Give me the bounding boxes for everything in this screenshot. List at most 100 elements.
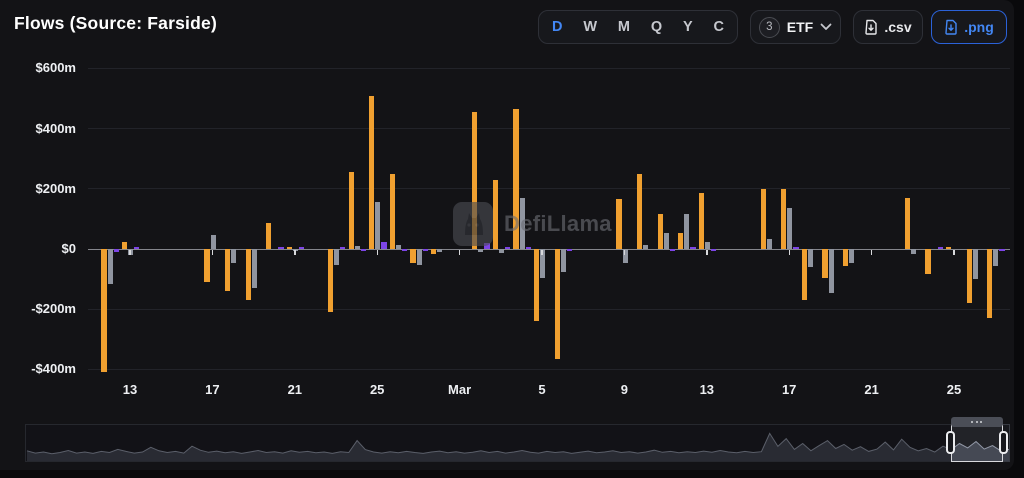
flow-bar-gray	[560, 249, 566, 272]
flow-bar-orange	[431, 249, 437, 254]
flow-bar-orange	[204, 249, 210, 283]
navigator-area-chart	[26, 432, 1009, 461]
flow-bar-purple	[299, 247, 305, 249]
flow-bar-orange	[698, 193, 704, 249]
flow-bar-gray	[849, 249, 855, 264]
flow-bar-gray	[354, 246, 360, 249]
flow-bar-orange	[101, 249, 107, 373]
x-tick-label: 13	[699, 382, 715, 397]
gridline	[88, 368, 1010, 370]
time-button-m[interactable]: M	[617, 19, 630, 35]
flow-bar-gray	[540, 249, 546, 278]
gridline	[88, 67, 1010, 69]
navigator-drag-handle[interactable]	[950, 417, 1004, 427]
navigator-right-handle[interactable]	[998, 431, 1008, 454]
navigator-selection-window[interactable]	[950, 424, 1004, 462]
flow-bar-purple	[937, 246, 943, 249]
etf-dropdown[interactable]: 3 ETF	[750, 10, 841, 44]
flow-bar-gray	[828, 249, 834, 293]
flow-bar-orange	[513, 109, 519, 249]
page-title: Flows (Source: Farside)	[14, 13, 217, 33]
time-button-y[interactable]: Y	[682, 19, 693, 35]
flow-bar-gray	[478, 249, 484, 252]
flow-bar-gray	[684, 214, 690, 249]
flow-bar-purple	[505, 247, 511, 249]
flow-bar-gray	[210, 234, 216, 249]
flow-bar-gray	[766, 238, 772, 249]
x-axis-tick	[870, 250, 873, 255]
flow-bar-orange	[472, 112, 478, 249]
flow-bar-orange	[678, 233, 684, 249]
flow-bar-gray	[395, 245, 402, 249]
flow-bar-orange	[492, 179, 498, 249]
time-button-d[interactable]: D	[552, 19, 563, 35]
gridline	[88, 188, 1010, 190]
navigator-track[interactable]	[25, 424, 1010, 462]
flow-bar-orange	[966, 249, 972, 303]
flow-bar-purple	[566, 249, 572, 252]
x-axis-tick	[376, 250, 378, 255]
flow-bar-gray	[972, 249, 978, 279]
flow-bar-purple	[381, 242, 387, 249]
flow-bar-orange	[534, 249, 540, 322]
flow-bar-gray	[231, 249, 237, 264]
y-tick-label: $200m	[35, 180, 76, 196]
flow-bar-gray	[622, 249, 628, 263]
y-tick-label: $400m	[35, 120, 76, 136]
flow-bar-orange	[946, 246, 952, 249]
x-axis-tick	[294, 250, 296, 255]
x-axis-tick	[211, 250, 214, 255]
flow-bar-gray	[807, 249, 814, 268]
flow-bar-orange	[904, 197, 910, 249]
file-download-icon	[945, 19, 957, 35]
flow-bar-orange	[122, 242, 128, 249]
flow-bar-purple	[113, 249, 119, 252]
flow-bar-orange	[781, 188, 787, 249]
flow-bar-orange	[389, 173, 395, 250]
etf-count-badge: 3	[758, 16, 780, 38]
flow-bar-purple	[793, 246, 799, 249]
flow-bar-purple	[711, 249, 717, 251]
time-button-w[interactable]: W	[583, 19, 598, 35]
flow-bar-orange	[801, 249, 807, 301]
flow-bar-orange	[369, 95, 375, 249]
flow-bar-gray	[437, 249, 443, 252]
x-tick-label: 21	[287, 382, 303, 397]
flow-bar-orange	[286, 247, 292, 249]
x-tick-label: 17	[781, 382, 797, 397]
download-png-button[interactable]: .png	[931, 10, 1007, 44]
flow-bar-purple	[484, 243, 490, 249]
zero-axis-line	[88, 248, 1010, 250]
x-axis-tick	[541, 250, 543, 255]
flow-bar-purple	[134, 247, 140, 249]
navigator-dim-region	[25, 424, 951, 462]
flow-bar-orange	[554, 249, 560, 359]
x-tick-label: 17	[205, 382, 220, 397]
flow-bar-orange	[328, 249, 334, 313]
flow-bar-orange	[822, 249, 828, 278]
flow-bar-purple	[690, 247, 696, 249]
time-range-group: D W M Q Y C	[538, 10, 738, 44]
x-tick-label: 13	[122, 382, 138, 397]
x-tick-label: 9	[620, 382, 628, 397]
flow-bar-orange	[266, 222, 272, 249]
flow-bar-orange	[657, 214, 663, 249]
flow-bar-orange	[225, 249, 231, 292]
flow-bar-orange	[637, 173, 643, 250]
flow-bar-gray	[519, 198, 525, 249]
time-button-c[interactable]: C	[713, 19, 724, 35]
flow-bar-gray	[334, 249, 340, 265]
flows-chart-card: Flows (Source: Farside) D W M Q Y C 3 ET…	[0, 0, 1014, 470]
time-button-q[interactable]: Q	[650, 19, 663, 35]
flow-bar-orange	[987, 249, 993, 319]
gridline	[88, 308, 1010, 310]
flow-bar-gray	[910, 249, 917, 254]
flow-bar-orange	[925, 249, 931, 274]
x-axis-tick	[623, 250, 626, 255]
x-tick-label: 21	[864, 382, 879, 397]
download-csv-button[interactable]: .csv	[853, 10, 923, 44]
navigator-left-handle[interactable]	[946, 431, 956, 454]
x-axis-tick	[129, 250, 131, 255]
flow-bar-purple	[402, 249, 408, 252]
y-tick-label: $600m	[35, 60, 76, 76]
